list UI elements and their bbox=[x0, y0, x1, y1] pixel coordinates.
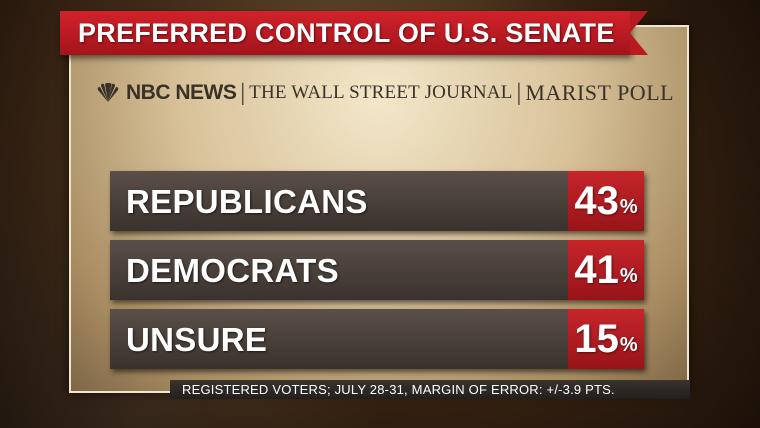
bar-value: 43% bbox=[568, 171, 644, 231]
marist-poll-logo: MARIST POLL bbox=[525, 80, 675, 105]
bar-democrats: DEMOCRATS 41% bbox=[110, 240, 644, 300]
percent-sign: % bbox=[619, 264, 638, 287]
nbc-news-logo: NBC NEWS bbox=[126, 81, 237, 104]
footer-note: REGISTERED VOTERS; JULY 28-31, MARGIN OF… bbox=[170, 380, 690, 399]
value-number: 41 bbox=[574, 247, 619, 292]
chart-title: PREFERRED CONTROL OF U.S. SENATE bbox=[78, 18, 615, 48]
value-number: 43 bbox=[574, 178, 619, 223]
bar-value: 15% bbox=[568, 309, 644, 369]
bar-label: DEMOCRATS bbox=[126, 252, 339, 289]
value-number: 15 bbox=[574, 316, 619, 361]
bar-republicans: REPUBLICANS 43% bbox=[110, 171, 644, 231]
source-separator: | bbox=[240, 79, 246, 106]
nbc-peacock-icon bbox=[97, 82, 119, 102]
source-separator: | bbox=[516, 79, 522, 106]
source-logos: NBC NEWS | THE WALL STREET JOURNAL | MAR… bbox=[94, 78, 674, 108]
bar-unsure: UNSURE 15% bbox=[110, 309, 644, 369]
percent-sign: % bbox=[619, 195, 638, 218]
title-banner: PREFERRED CONTROL OF U.S. SENATE bbox=[60, 11, 648, 55]
bar-label: REPUBLICANS bbox=[126, 183, 368, 220]
wsj-logo: THE WALL STREET JOURNAL bbox=[249, 82, 513, 103]
bar-label: UNSURE bbox=[126, 321, 268, 358]
bar-value: 41% bbox=[568, 240, 644, 300]
percent-sign: % bbox=[619, 333, 638, 356]
